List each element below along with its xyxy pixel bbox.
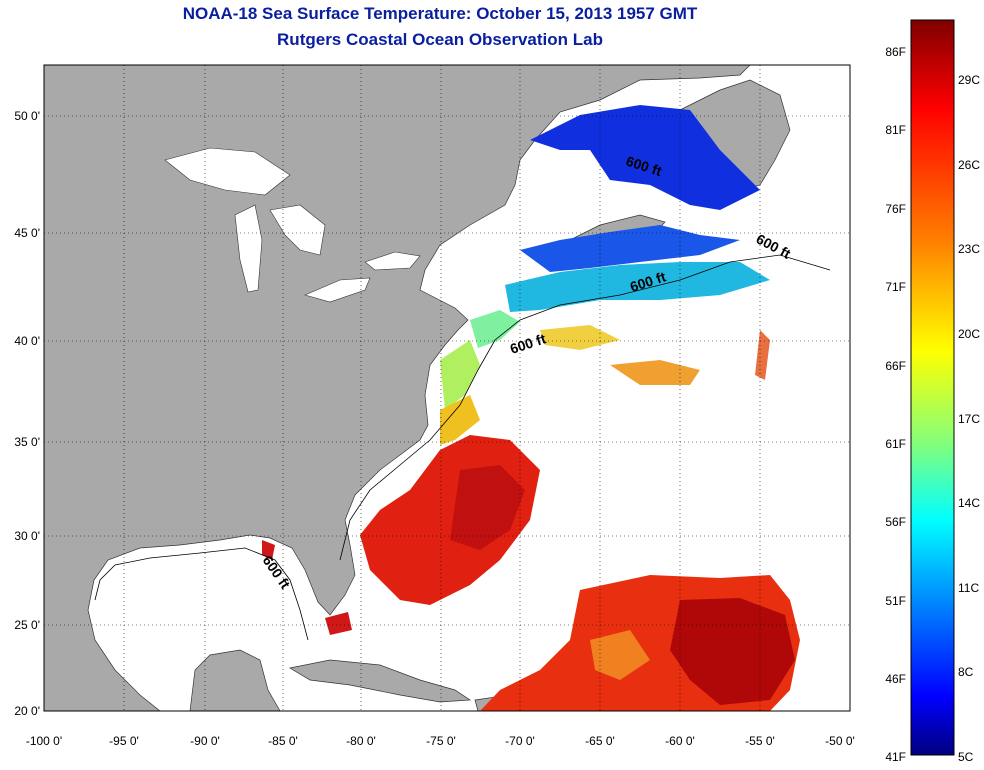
yucatan-land (189, 649, 281, 711)
lon-label: -85 0' (268, 734, 298, 748)
colorbar-f-label: 56F (885, 515, 906, 529)
lat-label: 20 0' (14, 704, 40, 718)
lon-label: -65 0' (585, 734, 615, 748)
north-america-land (44, 65, 751, 711)
colorbar-c-label: 14C (958, 496, 980, 510)
lon-label: -70 0' (505, 734, 535, 748)
colorbar-f-label: 61F (885, 437, 906, 451)
colorbar-c-label: 8C (958, 665, 974, 679)
lon-label: -80 0' (346, 734, 376, 748)
colorbar-c-label: 23C (958, 242, 980, 256)
map-frame (43, 64, 851, 712)
latitude-labels: 50 0' 45 0' 40 0' 35 0' 30 0' 25 0' 20 0' (14, 109, 40, 718)
colorbar-f-label: 86F (885, 45, 906, 59)
map-subtitle: Rutgers Coastal Ocean Observation Lab (277, 30, 603, 49)
depth-contour-600ft (94, 254, 831, 641)
lat-label: 50 0' (14, 109, 40, 123)
cuba-land (289, 659, 472, 703)
lat-label: 25 0' (14, 618, 40, 632)
colorbar-c-label: 20C (958, 327, 980, 341)
lat-label: 30 0' (14, 529, 40, 543)
lon-label: -95 0' (109, 734, 139, 748)
map-title: NOAA-18 Sea Surface Temperature: October… (182, 4, 698, 23)
lon-label: -50 0' (825, 734, 855, 748)
lon-label: -75 0' (426, 734, 456, 748)
colorbar-f-label: 41F (885, 750, 906, 764)
colorbar-f-label: 76F (885, 202, 906, 216)
colorbar-c-label: 26C (958, 158, 980, 172)
colorbar-c-label: 11C (958, 581, 979, 595)
lon-label: -90 0' (190, 734, 220, 748)
colorbar-c-label: 5C (958, 750, 974, 764)
colorbar-f-label: 66F (885, 359, 906, 373)
colorbar (910, 19, 955, 756)
lon-label: -55 0' (745, 734, 775, 748)
colorbar-f-label: 81F (885, 123, 906, 137)
great-lakes (164, 147, 421, 303)
colorbar-fahrenheit-labels: 86F 81F 76F 71F 66F 61F 56F 51F 46F 41F (885, 45, 906, 764)
lon-label: -100 0' (26, 734, 62, 748)
lat-label: 45 0' (14, 226, 40, 240)
colorbar-c-label: 29C (958, 73, 980, 87)
colorbar-f-label: 51F (885, 594, 906, 608)
sst-data-layer (262, 105, 800, 711)
colorbar-c-label: 17C (958, 412, 980, 426)
colorbar-celsius-labels: 29C 26C 23C 20C 17C 14C 11C 8C 5C (958, 73, 980, 764)
colorbar-f-label: 71F (885, 280, 906, 294)
lat-label: 40 0' (14, 334, 40, 348)
longitude-labels: -100 0' -95 0' -90 0' -85 0' -80 0' -75 0' -70… (26, 734, 855, 748)
colorbar-f-label: 46F (885, 672, 906, 686)
lat-label: 35 0' (14, 435, 40, 449)
lon-label: -60 0' (665, 734, 695, 748)
